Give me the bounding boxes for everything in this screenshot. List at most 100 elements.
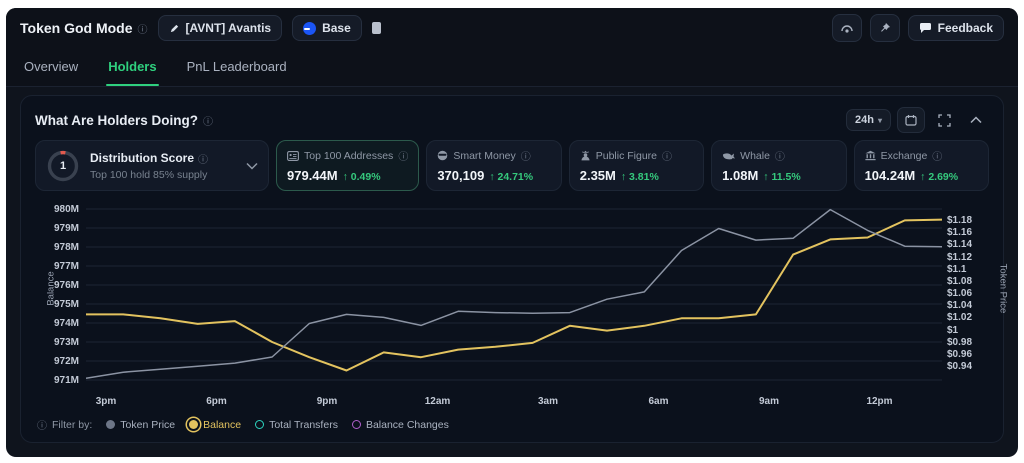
- y-axis-right-tick: $1.16: [947, 227, 973, 239]
- ninja-icon: [437, 150, 448, 161]
- filter-dot: [255, 420, 265, 429]
- info-icon: ⓘ: [662, 152, 673, 163]
- y-axis-left-tick: 978M: [53, 242, 79, 253]
- metric-change: ↑ 24.71%: [489, 171, 534, 183]
- y-axis-left-tick: 977M: [53, 261, 79, 272]
- panel-header: What Are Holders Doing? ⓘ 24h ▾: [35, 106, 989, 134]
- metric-value: 2.35M: [579, 168, 616, 183]
- id-card-icon: [287, 150, 299, 161]
- chart-plot: [86, 208, 942, 381]
- metric-label: Top 100 Addresses: [304, 149, 394, 162]
- metric-card-smart-money[interactable]: Smart Money ⓘ 370,109 ↑ 24.71%: [426, 140, 562, 191]
- fullscreen-icon: [937, 113, 951, 127]
- metric-card-whale[interactable]: Whale ⓘ 1.08M ↑ 11.5%: [711, 140, 847, 191]
- metric-card-top-100-addresses[interactable]: Top 100 Addresses ⓘ 979.44M ↑ 0.49%: [276, 140, 420, 191]
- filter-option-label: Total Transfers: [269, 418, 338, 431]
- pin-icon: [880, 23, 890, 32]
- token-select-label: [AVNT] Avantis: [185, 21, 272, 35]
- panel-controls: 24h ▾: [846, 107, 989, 133]
- chain-select-label: Base: [322, 21, 351, 35]
- top-bar: Token God Mode ⓘ [AVNT] Avantis Base: [6, 8, 1018, 48]
- balance-line: [86, 218, 942, 372]
- chevron-down-icon: ▾: [877, 115, 882, 125]
- timeframe-dropdown[interactable]: 24h ▾: [846, 109, 891, 131]
- metric-label: Exchange: [880, 149, 928, 162]
- tab-bar: Overview Holders PnL Leaderboard: [6, 48, 1018, 87]
- filter-option-total-transfers[interactable]: Total Transfers: [255, 419, 338, 431]
- calendar-button[interactable]: [897, 107, 925, 133]
- chart-filter-bar: ⓘ Filter by: Token Price Balance Total Tra…: [35, 413, 989, 434]
- filter-option-label: Balance Changes: [365, 418, 449, 431]
- bank-icon: [864, 150, 876, 161]
- metric-change: ↑ 11.5%: [763, 171, 801, 183]
- holders-chart: 980M 979M 978M 977M 976M 975M 974M 973M 972M 971M…: [35, 197, 1009, 413]
- y-axis-right-tick: $1.04: [947, 300, 973, 312]
- distribution-score-gauge: 1: [46, 149, 80, 183]
- panel-title: What Are Holders Doing? ⓘ: [35, 113, 213, 128]
- y-axis-left-tick: 972M: [53, 356, 79, 367]
- filter-option-balance[interactable]: Balance: [189, 419, 241, 431]
- tab-pnl-leaderboard[interactable]: PnL Leaderboard: [186, 59, 287, 74]
- filter-option-balance-changes[interactable]: Balance Changes: [351, 418, 449, 431]
- y-axis-left-tick: 980M: [53, 204, 79, 215]
- distribution-score-card[interactable]: 1 Distribution Score ⓘ Top 100 hold 85% …: [35, 140, 269, 191]
- info-icon: ⓘ: [398, 152, 409, 163]
- person-icon: [580, 150, 591, 161]
- metric-change: ↑ 0.49%: [342, 171, 381, 183]
- timeframe-value: 24h: [855, 114, 874, 126]
- pencil-icon: [170, 24, 178, 32]
- y-axis-right-tick: $1.1: [947, 263, 967, 275]
- filter-by-label: ⓘ Filter by:: [37, 417, 93, 433]
- collapse-button[interactable]: [963, 108, 989, 132]
- filter-option-token-price[interactable]: Token Price: [106, 419, 175, 431]
- y-axis-right-tick: $1.12: [947, 251, 973, 263]
- y-axis-right-tick: $1.08: [947, 275, 973, 287]
- y-axis-right-tick: $0.98: [947, 336, 973, 348]
- distribution-score-texts: Distribution Score ⓘ Top 100 hold 85% su…: [90, 151, 236, 181]
- feedback-button[interactable]: Feedback: [907, 15, 1004, 41]
- pin-button[interactable]: [869, 14, 900, 42]
- metric-value: 1.08M: [722, 168, 759, 183]
- copy-address-icon[interactable]: [371, 22, 381, 34]
- chat-bubble-icon: [919, 23, 931, 33]
- x-axis-tick: 12pm: [866, 396, 893, 407]
- metric-label: Smart Money: [453, 149, 516, 162]
- metric-cards-row: 1 Distribution Score ⓘ Top 100 hold 85% …: [35, 140, 989, 191]
- x-axis-tick: 3am: [537, 396, 559, 407]
- base-chain-icon: [303, 21, 317, 35]
- distribution-score-value: 1: [59, 159, 67, 172]
- y-axis-left-tick: 971M: [53, 375, 79, 386]
- info-icon: ⓘ: [774, 152, 785, 163]
- watch-button[interactable]: [831, 14, 862, 42]
- metric-change: ↑ 2.69%: [920, 171, 959, 183]
- x-axis-tick: 9am: [758, 396, 780, 407]
- y-axis-left-tick: 976M: [53, 280, 79, 291]
- info-icon: ⓘ: [520, 152, 531, 163]
- filter-by-text: Filter by:: [52, 418, 93, 431]
- token-god-mode-app: Token God Mode ⓘ [AVNT] Avantis Base: [6, 8, 1018, 457]
- metric-card-exchange[interactable]: Exchange ⓘ 104.24M ↑ 2.69%: [853, 140, 989, 191]
- right-axis-title: Token Price: [997, 263, 1009, 314]
- chain-select-button[interactable]: Base: [292, 15, 362, 41]
- filter-option-label: Token Price: [120, 418, 176, 431]
- y-axis-right-tick: $1.02: [947, 312, 973, 324]
- token-select-button[interactable]: [AVNT] Avantis: [157, 15, 283, 41]
- x-axis-tick: 3pm: [95, 396, 117, 407]
- calendar-icon: [905, 115, 917, 126]
- y-axis-right-tick: $1.14: [947, 239, 973, 251]
- metric-card-public-figure[interactable]: Public Figure ⓘ 2.35M ↑ 3.81%: [568, 140, 705, 191]
- x-axis-tick: 6pm: [206, 396, 227, 407]
- x-axis-tick: 9pm: [316, 396, 338, 407]
- y-axis-right-tick: $0.94: [947, 361, 973, 373]
- tab-overview[interactable]: Overview: [24, 59, 79, 74]
- y-axis-left-tick: 973M: [53, 337, 79, 348]
- filter-dot: [351, 420, 361, 429]
- distribution-score-title: Distribution Score: [90, 151, 195, 165]
- fullscreen-button[interactable]: [931, 108, 957, 132]
- chevron-up-icon: [970, 116, 982, 124]
- info-icon: ⓘ: [137, 24, 148, 36]
- tab-holders[interactable]: Holders: [106, 49, 160, 86]
- x-axis-tick: 6am: [648, 396, 669, 407]
- metric-change: ↑ 3.81%: [620, 171, 659, 183]
- metric-label: Public Figure: [595, 149, 658, 162]
